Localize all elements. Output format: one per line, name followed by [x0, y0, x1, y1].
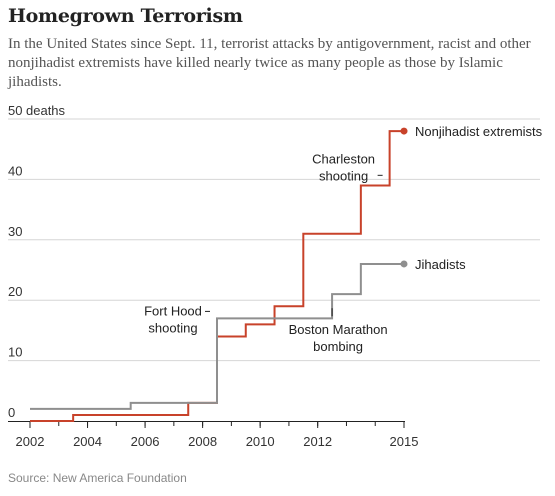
gridlines: [8, 118, 540, 362]
x-tick-label: 2006: [131, 434, 160, 449]
annotation-label-fort-hood: Fort Hood: [144, 303, 202, 318]
x-axis: 2002 2004 2006 2008 2010 2012 2015: [8, 421, 418, 449]
y-tick-label: 20: [8, 284, 22, 299]
x-tick-label: 2008: [188, 434, 217, 449]
x-tick-label: 2004: [73, 434, 102, 449]
series-line-jihadists: [30, 262, 404, 410]
source-note: Source: New America Foundation: [8, 471, 187, 485]
series-end-point: [400, 260, 408, 268]
annotation-label-charleston: shooting: [319, 168, 368, 183]
series-lines: Nonjihadist extremists Jihadists: [30, 124, 543, 422]
series-end-point: [400, 127, 408, 135]
y-tick-label: 0: [8, 405, 15, 420]
series-label-nonjihadist-extremists: Nonjihadist extremists: [415, 124, 543, 139]
y-tick-label: 50: [8, 103, 22, 118]
annotations: Charleston shooting Fort Hood shooting Bosto…: [144, 151, 387, 354]
series-label-jihadists: Jihadists: [415, 257, 466, 272]
y-tick-label: 30: [8, 224, 22, 239]
annotation-label-charleston: Charleston: [312, 151, 375, 166]
annotation-label-boston: bombing: [313, 339, 363, 354]
y-tick-label: 40: [8, 163, 22, 178]
x-tick-label: 2015: [390, 434, 419, 449]
x-tick-label: 2002: [16, 434, 45, 449]
series-line-nonjihadist-extremists: [30, 130, 404, 422]
y-tick-label: 10: [8, 345, 22, 360]
x-tick-label: 2010: [246, 434, 275, 449]
x-tick-label: 2012: [303, 434, 332, 449]
annotation-label-fort-hood: shooting: [148, 320, 197, 335]
y-unit-label: deaths: [26, 103, 66, 118]
annotation-label-boston: Boston Marathon: [289, 322, 388, 337]
chart-title: Homegrown Terrorism: [8, 5, 243, 27]
y-axis: 0 10 20 30 40 50 deaths: [8, 103, 66, 420]
chart-subtitle: In the United States since Sept. 11, ter…: [8, 36, 531, 90]
